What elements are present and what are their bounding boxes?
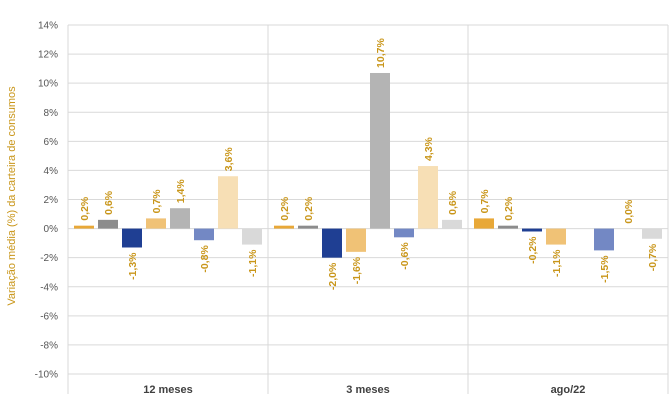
bar (122, 228, 142, 248)
data-label: -1,3% (127, 252, 139, 280)
bar (498, 225, 518, 229)
data-label: 0,6% (447, 190, 459, 215)
data-label: 0,7% (151, 189, 163, 214)
y-tick-label: 2% (44, 195, 59, 206)
bar (194, 228, 214, 241)
y-tick-label: -4% (40, 282, 58, 293)
bar (442, 219, 462, 229)
bar (322, 228, 342, 258)
data-label: 0,6% (103, 190, 115, 215)
y-axis-label: Variação média (%) da carteira de consum… (6, 86, 18, 306)
y-tick-label: 6% (44, 137, 59, 148)
data-label: -0,8% (199, 245, 211, 273)
bar (474, 218, 494, 229)
data-label: -1,1% (247, 249, 259, 277)
data-label: 0,2% (79, 196, 91, 221)
y-tick-label: -10% (35, 370, 58, 381)
bar (594, 228, 614, 251)
bar (298, 225, 318, 229)
data-label: 1,4% (175, 179, 187, 204)
data-label: -0,7% (647, 243, 659, 271)
data-label: 0,2% (503, 196, 515, 221)
y-tick-label: 10% (38, 79, 58, 90)
data-label: 3,6% (223, 147, 235, 172)
bar (546, 228, 566, 245)
data-label: 0,2% (279, 196, 291, 221)
data-label: -1,6% (351, 256, 363, 284)
bar (522, 228, 542, 232)
bar (274, 225, 294, 229)
data-label: 4,3% (423, 136, 435, 161)
bars (74, 72, 662, 258)
bar (98, 219, 118, 229)
data-label: 0,7% (479, 189, 491, 214)
bar (346, 228, 366, 252)
bar (370, 72, 390, 229)
data-label: -1,5% (599, 255, 611, 283)
y-tick-label: -2% (40, 253, 58, 264)
bar (146, 218, 166, 229)
y-tick-label: -8% (40, 340, 58, 351)
data-label: 0,2% (303, 196, 315, 221)
bar (642, 228, 662, 239)
y-tick-label: 14% (38, 21, 58, 32)
category-label: 12 meses (143, 384, 193, 396)
bar (394, 228, 414, 238)
y-tick-label: 4% (44, 166, 59, 177)
bar (170, 208, 190, 229)
bar (74, 225, 94, 229)
y-tick-label: -6% (40, 311, 58, 322)
data-labels: 0,2% 0,6% -1,3% 0,7% 1,4% -0,8% 3,6% -1,1% 0,2% 0… (79, 38, 659, 291)
data-label: -1,1% (551, 249, 563, 277)
y-tick-label: 8% (44, 108, 59, 119)
y-axis-ticks: -10% -8% -6% -4% -2% 0% 2% 4% 6% 8% 10% 12% 14% (35, 21, 58, 381)
bar (418, 166, 438, 229)
bar (242, 228, 262, 245)
category-label: 3 meses (346, 384, 389, 396)
category-label: ago/22 (551, 384, 586, 396)
bar (218, 176, 238, 229)
data-label: 10,7% (375, 38, 387, 68)
data-label: -2,0% (327, 262, 339, 290)
data-label: -0,6% (399, 242, 411, 270)
y-tick-label: 0% (44, 224, 59, 235)
data-label: -0,2% (527, 236, 539, 264)
gridlines (67, 24, 669, 394)
x-axis-categories: 12 meses 3 meses ago/22 (143, 384, 585, 396)
data-label: 0,0% (623, 199, 635, 224)
y-tick-label: 12% (38, 50, 58, 61)
